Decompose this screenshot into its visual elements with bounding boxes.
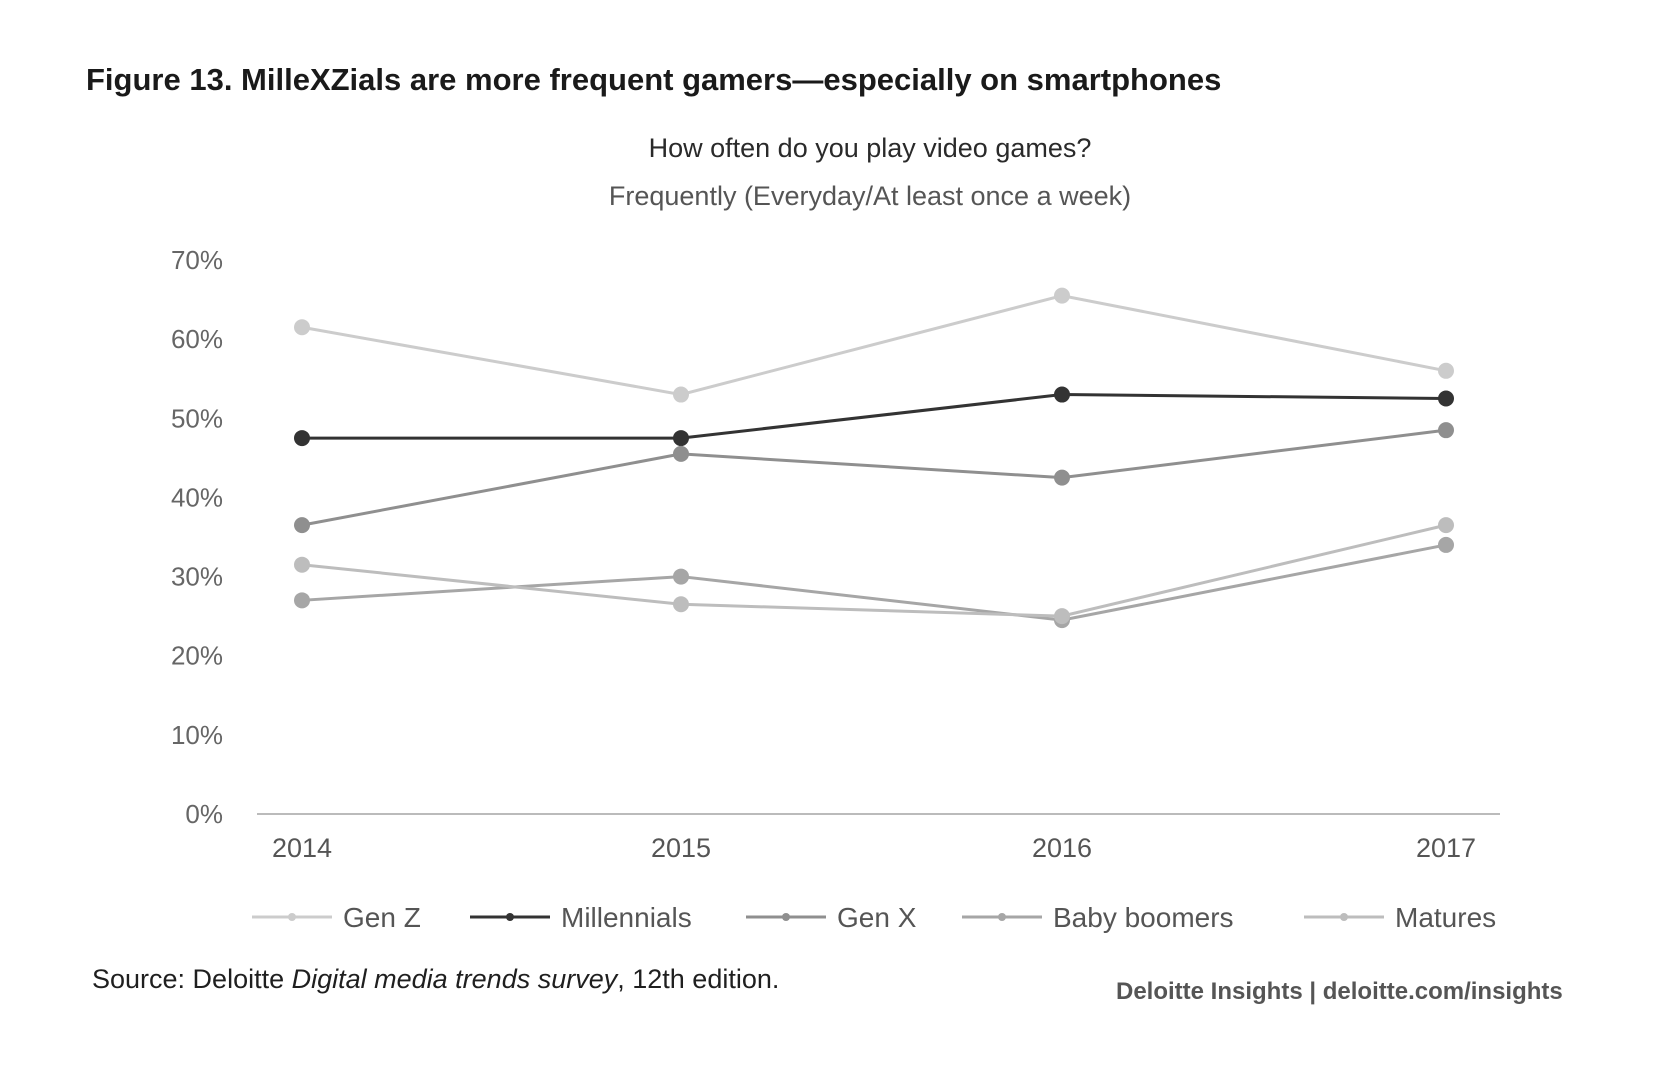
legend-swatch-marker xyxy=(288,913,296,921)
y-tick-label: 40% xyxy=(171,482,223,512)
data-point xyxy=(1438,362,1454,379)
data-point xyxy=(294,430,310,447)
figure-title: Figure 13. MilleXZials are more frequent… xyxy=(86,62,1222,97)
data-point xyxy=(1438,536,1454,553)
chart-title: How often do you play video games? xyxy=(648,133,1092,163)
series-line xyxy=(301,543,1447,622)
data-point xyxy=(1438,517,1454,534)
legend-label: Millennials xyxy=(561,902,692,933)
data-point xyxy=(1054,287,1070,304)
legend-swatch-marker xyxy=(782,913,790,921)
data-point xyxy=(1054,608,1070,625)
y-tick-label: 70% xyxy=(171,245,223,275)
data-point xyxy=(673,430,689,447)
chart-subtitle: Frequently (Everyday/At least once a wee… xyxy=(608,181,1132,211)
legend-label: Gen Z xyxy=(343,902,421,933)
legend-swatch-marker xyxy=(998,913,1006,921)
data-point xyxy=(673,596,689,613)
legend-label: Gen X xyxy=(837,902,917,933)
source-suffix: , 12th edition. xyxy=(617,964,780,994)
data-point xyxy=(1438,390,1454,407)
y-tick-label: 30% xyxy=(171,562,223,592)
y-tick-label: 0% xyxy=(185,799,223,829)
x-tick-label: 2015 xyxy=(651,833,711,863)
data-point xyxy=(673,386,689,403)
data-point xyxy=(673,568,689,585)
legend-label: Matures xyxy=(1395,902,1496,933)
series-line xyxy=(301,523,1447,618)
y-tick-label: 50% xyxy=(171,403,223,433)
source-prefix: Source: Deloitte xyxy=(92,964,292,994)
line-chart: 0% 10% 20% 30% 40% 50% 60% 70% 2014 2015 2016 2017 G… xyxy=(171,245,1500,933)
data-point xyxy=(1054,469,1070,486)
y-tick-label: 10% xyxy=(171,720,223,750)
source-italic: Digital media trends survey xyxy=(291,964,618,994)
data-point xyxy=(294,556,310,573)
data-point xyxy=(294,517,310,534)
y-tick-label: 60% xyxy=(171,324,223,354)
legend-swatch-marker xyxy=(506,913,514,921)
legend-swatch-marker xyxy=(1340,913,1348,921)
x-tick-label: 2016 xyxy=(1032,833,1092,863)
x-tick-label: 2014 xyxy=(272,833,332,863)
y-tick-label: 20% xyxy=(171,641,223,671)
series-line xyxy=(301,294,1447,397)
data-point xyxy=(673,445,689,462)
data-point xyxy=(294,592,310,609)
legend-label: Baby boomers xyxy=(1053,902,1234,933)
series-line xyxy=(302,393,1447,440)
source-note: Source: Deloitte Digital media trends su… xyxy=(92,964,779,995)
series-line xyxy=(301,428,1447,527)
x-tick-label: 2017 xyxy=(1416,833,1476,863)
brand-footer: Deloitte Insights | deloitte.com/insight… xyxy=(1116,978,1563,1005)
data-point xyxy=(1438,422,1454,439)
data-point xyxy=(294,319,310,336)
data-point xyxy=(1054,386,1070,403)
